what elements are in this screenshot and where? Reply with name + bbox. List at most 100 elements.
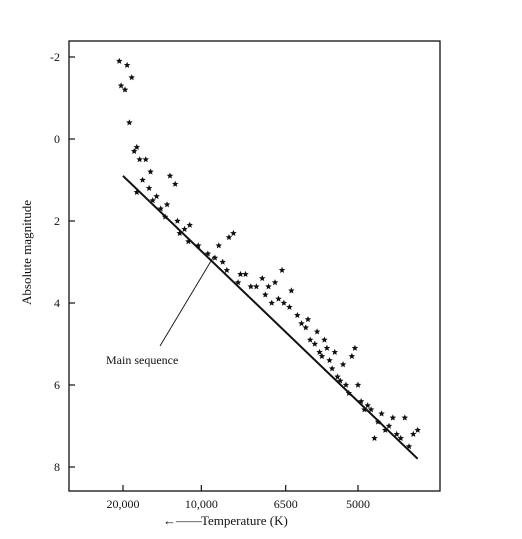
data-point (130, 147, 138, 155)
data-point (139, 176, 146, 183)
data-point (166, 172, 174, 179)
data-point (302, 324, 310, 331)
data-point (123, 61, 131, 68)
data-point (116, 57, 123, 64)
data-point (185, 238, 192, 245)
x-tick-label: 20,000 (107, 497, 140, 511)
annotation-leader-line (159, 255, 215, 347)
data-point (265, 283, 272, 290)
data-point (186, 221, 193, 228)
data-points (116, 57, 421, 450)
data-point (280, 299, 288, 306)
data-point (153, 193, 160, 200)
data-point (147, 168, 154, 175)
data-point (121, 86, 129, 93)
data-point (354, 381, 362, 388)
data-point (219, 258, 226, 265)
data-point (286, 303, 293, 310)
data-point (337, 377, 344, 384)
data-point (298, 320, 305, 327)
data-point (313, 328, 321, 335)
y-tick-label: 2 (54, 214, 60, 228)
data-point (351, 344, 359, 351)
data-point (128, 74, 135, 81)
data-point (339, 361, 347, 368)
data-point (234, 279, 242, 286)
data-point (161, 213, 169, 220)
data-point (133, 188, 141, 196)
data-point (328, 365, 336, 372)
data-point (133, 143, 141, 150)
data-point (230, 229, 237, 237)
data-point (385, 422, 393, 429)
data-point (397, 434, 404, 442)
data-point (271, 279, 279, 286)
data-point (242, 270, 249, 278)
data-point (223, 266, 231, 273)
x-tick-label: 6500 (274, 497, 298, 511)
data-point (316, 348, 323, 355)
data-point (171, 180, 179, 187)
data-point (345, 389, 353, 396)
data-point (126, 119, 133, 126)
data-point (364, 402, 371, 409)
data-point (401, 414, 409, 421)
data-point (410, 430, 417, 437)
data-point (321, 336, 328, 343)
data-point (361, 406, 368, 413)
data-point (378, 410, 385, 417)
data-point (149, 197, 156, 204)
data-point (176, 229, 183, 237)
data-point (357, 398, 365, 405)
main-sequence-fit (122, 175, 419, 460)
data-point (326, 357, 333, 364)
data-point (334, 373, 341, 380)
data-point (253, 283, 260, 290)
main-sequence-label: Main sequence (106, 353, 178, 367)
y-tick-label: 0 (54, 132, 60, 146)
x-tick-label: 5000 (346, 497, 370, 511)
plot-frame (68, 40, 441, 492)
data-point (117, 82, 125, 89)
data-point (181, 225, 188, 232)
data-point (304, 316, 312, 323)
x-tick-label: 10,000 (185, 497, 218, 511)
data-point (342, 381, 350, 388)
y-axis: -2 0 2 4 6 8 (50, 50, 75, 474)
data-point (288, 287, 295, 294)
data-point (215, 242, 222, 249)
data-point (247, 283, 255, 290)
data-point (367, 406, 375, 413)
fit-line (122, 175, 419, 460)
data-point (136, 156, 143, 163)
data-point (262, 291, 269, 298)
y-tick-label: 8 (54, 460, 60, 474)
data-point (268, 299, 275, 306)
data-point (225, 234, 233, 241)
data-point (331, 348, 339, 355)
data-point (211, 254, 219, 261)
data-point (237, 270, 244, 278)
y-tick-label: 6 (54, 378, 60, 392)
data-point (294, 311, 301, 319)
data-point (374, 418, 382, 425)
x-axis-title: Temperature (K) (201, 513, 288, 528)
data-point (311, 340, 319, 347)
x-axis-prefix: ←—— (163, 513, 203, 528)
data-point (318, 352, 326, 360)
data-point (259, 275, 266, 282)
y-axis-title: Absolute magnitude (19, 200, 34, 305)
x-axis: 20,000 10,000 6500 5000 (107, 485, 370, 511)
data-point (405, 443, 413, 450)
data-point (275, 295, 282, 302)
data-point (195, 242, 202, 249)
data-point (278, 266, 286, 273)
data-point (142, 156, 149, 163)
data-point (348, 352, 356, 360)
data-point (389, 414, 397, 421)
data-point (393, 430, 400, 437)
data-point (306, 336, 314, 343)
data-point (414, 426, 421, 433)
data-point (371, 434, 378, 442)
